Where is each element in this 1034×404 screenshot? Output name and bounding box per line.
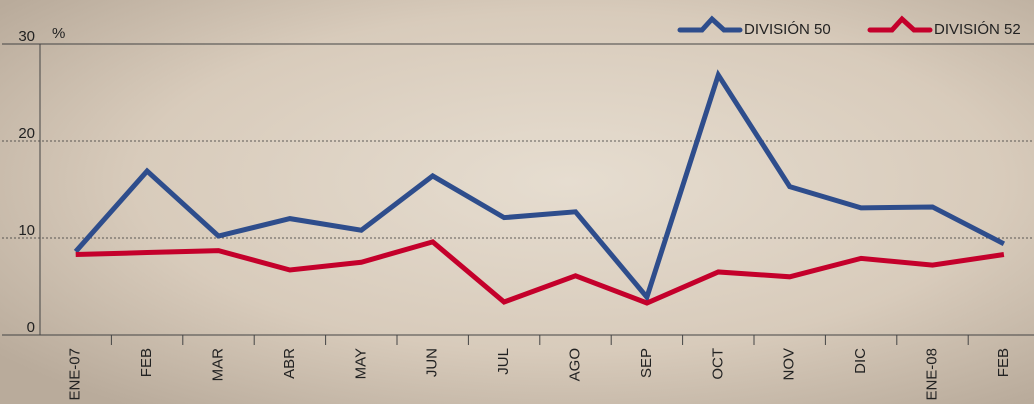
x-tick-label: ENE-08 xyxy=(923,348,940,401)
x-tick-label: DIC xyxy=(852,348,869,374)
legend-label: DIVISIÓN 50 xyxy=(744,21,831,38)
x-tick-label: OCT xyxy=(709,348,726,380)
y-unit: % xyxy=(52,25,65,42)
legend-label: DIVISIÓN 52 xyxy=(934,21,1021,38)
x-tick-label: SEP xyxy=(638,348,655,378)
x-tick-label: MAR xyxy=(209,348,226,382)
x-tick-label: ENE-07 xyxy=(67,348,84,401)
x-tick-label: ABR xyxy=(281,348,298,379)
x-tick-label: NOV xyxy=(781,348,798,381)
y-tick-label: 30 xyxy=(18,28,35,45)
x-tick-label: FEB xyxy=(995,348,1012,377)
y-tick-label: 0 xyxy=(27,319,35,336)
x-tick-label: FEB xyxy=(138,348,155,377)
chart: % 0 10 20 30 ENE-07 FEB MAR ABR MAY JUN JUL AGO SEP O… xyxy=(0,0,1034,404)
y-tick-label: 10 xyxy=(18,222,35,239)
background xyxy=(0,0,1034,404)
x-tick-label: AGO xyxy=(566,348,583,381)
x-tick-label: MAY xyxy=(352,348,369,379)
x-tick-label: JUN xyxy=(424,348,441,377)
y-tick-label: 20 xyxy=(18,125,35,142)
x-tick-label: JUL xyxy=(495,348,512,375)
page: % 0 10 20 30 ENE-07 FEB MAR ABR MAY JUN JUL AGO SEP O… xyxy=(0,0,1034,404)
